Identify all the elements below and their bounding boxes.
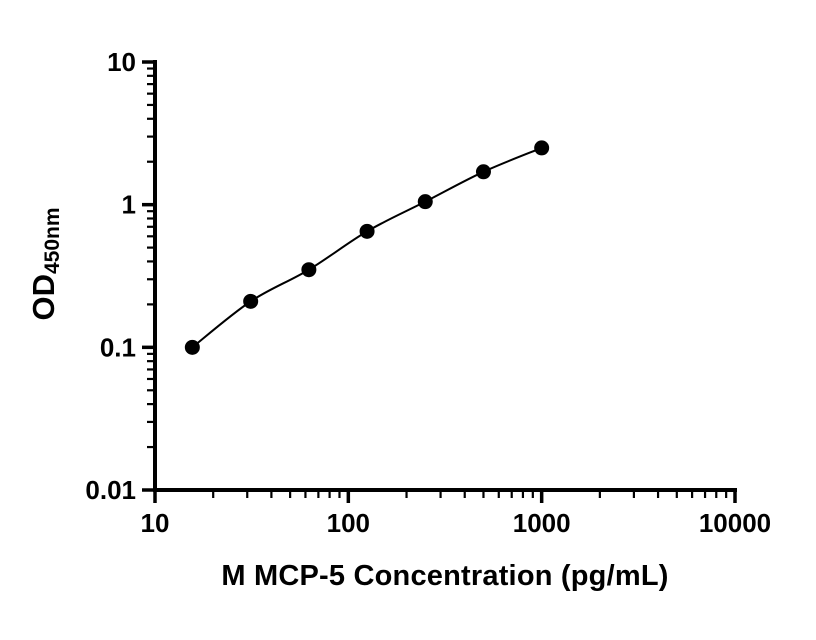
data-point (534, 140, 550, 156)
y-tick-label: 0.01 (85, 475, 136, 505)
data-point (184, 339, 200, 355)
y-tick-label: 0.1 (100, 332, 136, 362)
y-axis-title-subscript: 450nm (41, 207, 64, 275)
data-point (359, 223, 375, 239)
y-axis-title: OD450nm (26, 144, 70, 384)
data-point (301, 262, 317, 278)
x-tick-label: 1000 (513, 508, 571, 538)
y-axis-title-main: OD (26, 274, 61, 321)
y-tick-label: 1 (122, 190, 136, 220)
data-point (417, 194, 433, 210)
x-tick-label: 10000 (699, 508, 771, 538)
x-tick-label: 100 (327, 508, 370, 538)
data-point (243, 293, 259, 309)
x-tick-label: 10 (141, 508, 170, 538)
data-point (475, 164, 491, 180)
x-axis-title: M MCP-5 Concentration (pg/mL) (221, 560, 669, 592)
y-tick-label: 10 (107, 47, 136, 77)
series-curve (191, 146, 543, 349)
